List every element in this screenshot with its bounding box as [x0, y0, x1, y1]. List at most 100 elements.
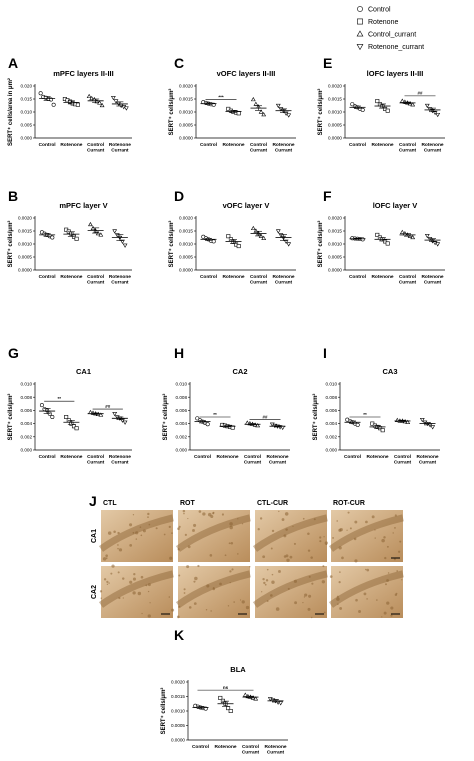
micrograph-stain-dot	[118, 548, 123, 552]
micrograph-stain-dot	[237, 553, 239, 555]
micrograph-stain-dot	[336, 597, 340, 601]
micrograph-stain-dot	[219, 582, 222, 586]
micrograph-stain-dot	[262, 578, 265, 581]
panel-d-title: vOFC layer V	[223, 201, 270, 210]
panel-c-category-3-line-2: Currant	[250, 147, 268, 153]
panel-e-ytick-label-2: 0.0010	[328, 110, 342, 115]
panel-g-category-4-line-1: Rotenone	[109, 454, 131, 460]
micrograph-stain-dot	[111, 564, 115, 568]
panel-a-category-4-line-1: Rotenone	[109, 142, 131, 148]
micrograph-stain-dot	[147, 516, 149, 518]
panel-e-point-g4-1	[424, 103, 430, 109]
micrograph-stain-dot	[302, 602, 304, 604]
panel-i-category-2-line-1: Rotenone	[366, 454, 388, 460]
micrograph-stain-dot	[293, 579, 297, 583]
panel-c-point-g3-5	[261, 112, 267, 117]
panel-k-sig-label-1: ns	[223, 685, 229, 690]
micrograph-stain-dot	[227, 605, 230, 607]
micrograph-stain-dot	[171, 532, 173, 535]
micrograph-stain-dot	[381, 538, 385, 543]
panel-a-category-3-line-1: Control	[87, 142, 104, 148]
micrograph-panel-j: J CTL ROT CTL-CUR ROT-CUR CA1 CA2	[89, 493, 404, 619]
panel-f-point-g3-5	[410, 234, 416, 240]
panel-e-ytick-label-3: 0.0015	[328, 97, 342, 102]
panel-k-category-3-line-2: Currant	[242, 749, 260, 755]
micrograph-stain-dot	[210, 610, 212, 612]
micrograph-stain-dot	[132, 591, 136, 595]
micrograph-stain-dot	[271, 580, 275, 584]
panel-b-category-2: Rotenone	[60, 274, 82, 280]
panel-a-point-g4-6	[123, 106, 129, 111]
micrograph-stain-dot	[198, 510, 202, 513]
panel-b-ytick-label-2: 0.0010	[18, 242, 32, 247]
panel-b-point-g2-5	[74, 236, 79, 241]
micrograph-stain-dot	[145, 584, 148, 587]
micrograph-ca1-rot-cur	[328, 510, 404, 563]
micrograph-stain-dot	[374, 537, 376, 539]
panel-c-category-3: Control Currant	[250, 142, 268, 153]
micrograph-stain-dot	[237, 518, 239, 520]
micrograph-stain-dot	[394, 514, 397, 517]
panel-e-category-4: Rotenone Currant	[421, 142, 443, 153]
panel-b-category-4-line-2: Currant	[111, 279, 129, 285]
panel-k-point-g2-1	[218, 695, 223, 700]
panel-f-ylabel: SERT⁺ cells/μm²	[317, 221, 324, 268]
panel-c-sig-label-1: ***	[218, 94, 224, 99]
micrograph-stain-dot	[307, 532, 310, 535]
panel-g-ylabel: SERT⁺ cells/μm²	[7, 394, 14, 441]
micrograph-stain-dot	[177, 548, 180, 551]
micrograph-stain-dot	[307, 549, 311, 552]
panel-k-letter: K	[174, 627, 184, 643]
panel-b-category-3-line-1: Control	[87, 274, 104, 280]
micrograph-stain-dot	[339, 571, 341, 573]
micrograph-stain-dot	[321, 580, 326, 584]
panel-h-point-g4-5	[280, 425, 286, 431]
panel-e-ytick-label-4: 0.0020	[328, 84, 342, 89]
micrograph-stain-dot	[313, 518, 316, 521]
panel-g-category-4: Rotenone Currant	[109, 454, 131, 465]
micrograph-stain-dot	[132, 514, 135, 516]
panel-c-point-g2-5	[236, 111, 241, 116]
panel-e-point-g3-5	[410, 102, 416, 107]
panel-a-ytick-label-4: 0.020	[21, 84, 33, 89]
micrograph-stain-dot	[178, 525, 181, 528]
panel-i-category-3: Control Currant	[394, 454, 412, 465]
micrograph-col-label-2: ROT	[180, 500, 196, 507]
micrograph-stain-dot	[323, 611, 326, 614]
panel-f-category-2: Rotenone	[371, 274, 393, 280]
micrograph-stain-dot	[365, 520, 368, 524]
panel-k-category-3-line-1: Control	[242, 744, 259, 750]
micrograph-stain-dot	[287, 587, 290, 590]
micrograph-stain-dot	[99, 590, 103, 593]
panel-a-title: mPFC layers II-III	[53, 69, 113, 78]
panel-b-letter: B	[8, 188, 18, 204]
panel-g-category-1: Control	[39, 454, 56, 460]
panel-h-category-1: Control	[194, 454, 211, 460]
micrograph-col-label-3: CTL-CUR	[257, 500, 288, 507]
micrograph-stain-dot	[176, 615, 180, 619]
panel-c-category-1: Control	[200, 142, 217, 148]
panel-f-letter: F	[323, 188, 332, 204]
micrograph-stain-dot	[283, 555, 287, 558]
micrograph-cell-layer	[98, 570, 174, 608]
panel-f-title: lOFC layer V	[373, 201, 418, 210]
micrograph-stain-dot	[132, 577, 137, 581]
panel-c-ytick-label-3: 0.0015	[179, 97, 193, 102]
micrograph-tissue	[178, 566, 250, 618]
micrograph-stain-dot	[339, 527, 343, 532]
panel-e-point-g3-1	[399, 98, 405, 103]
micrograph-stain-dot	[193, 602, 197, 605]
micrograph-stain-dot	[365, 568, 367, 571]
panel-i-ytick-label-2: 0.004	[326, 421, 338, 426]
micrograph-stain-dot	[221, 513, 225, 516]
panel-f-point-g4-5	[435, 242, 441, 247]
panel-i-category-3-line-2: Currant	[394, 459, 412, 465]
panel-h-letter: H	[174, 345, 184, 361]
panel-i-point-g4-1	[419, 417, 425, 423]
micrograph-stain-dot	[113, 530, 116, 534]
legend-marker-1	[357, 6, 363, 12]
panel-e-category-2-line-1: Rotenone	[371, 142, 393, 148]
panel-k-category-2: Rotenone	[214, 744, 236, 750]
